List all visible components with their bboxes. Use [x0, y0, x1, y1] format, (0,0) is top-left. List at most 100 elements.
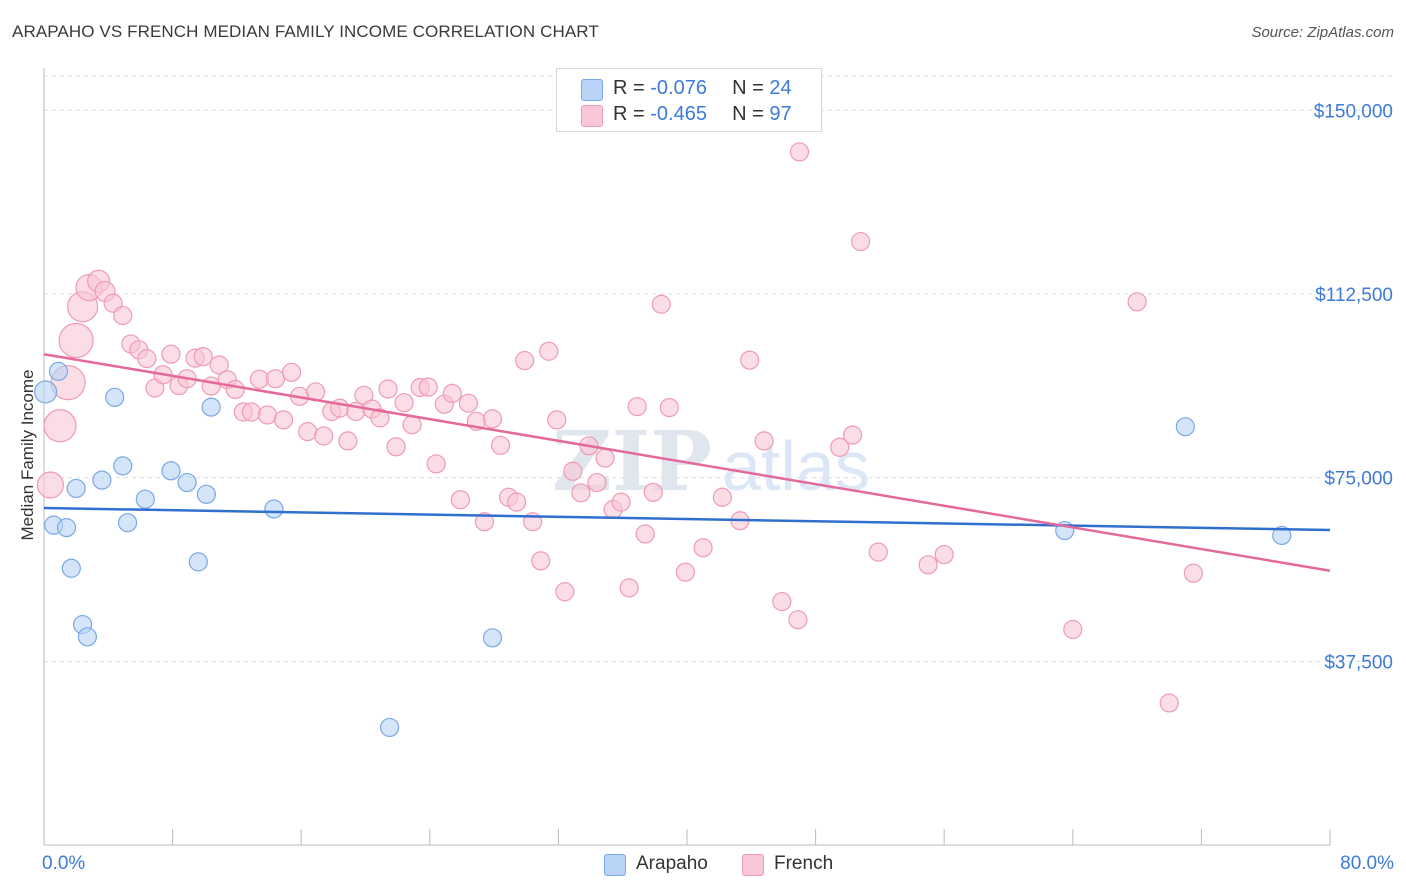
french-point — [1127, 292, 1147, 312]
chart-title: ARAPAHO VS FRENCH MEDIAN FAMILY INCOME C… — [12, 22, 599, 41]
arapaho-r-label: R = — [613, 77, 645, 99]
french-point — [490, 435, 511, 455]
arapaho-point — [117, 513, 138, 533]
y-tick-label: $150,000 — [1314, 101, 1393, 122]
french-point — [241, 402, 261, 422]
french-point — [772, 591, 792, 612]
arapaho-point — [201, 397, 221, 417]
french-r-value: -0.465 — [650, 103, 707, 125]
arapaho-point — [56, 518, 77, 538]
french-point — [619, 578, 639, 598]
y-axis-label: Median Family Income — [18, 369, 37, 541]
french-point — [58, 322, 94, 359]
arapaho-point — [264, 499, 284, 519]
french-legend-swatch — [742, 854, 764, 876]
trend-lines — [43, 352, 1331, 572]
arapaho-point — [105, 387, 125, 407]
arapaho-swatch — [581, 79, 603, 101]
french-point — [595, 448, 615, 468]
french-point — [137, 349, 157, 369]
axes — [43, 68, 1331, 846]
french-point — [209, 355, 229, 375]
arapaho-point — [177, 472, 197, 493]
y-tick-label: $112,500 — [1315, 285, 1393, 306]
arapaho-point — [113, 456, 133, 476]
french-point — [851, 231, 871, 252]
french-point — [394, 393, 414, 413]
french-point — [587, 472, 607, 493]
french-point — [563, 461, 583, 481]
arapaho-point — [77, 627, 98, 647]
french-point — [249, 369, 270, 389]
french-point — [418, 377, 438, 397]
french-point — [458, 393, 478, 413]
french-point — [842, 425, 863, 445]
french-point — [201, 376, 221, 396]
french-point — [507, 492, 527, 512]
arapaho-legend-label: Arapaho — [636, 853, 708, 874]
french-point — [712, 487, 732, 507]
french-point — [36, 471, 65, 499]
arapaho-point — [196, 484, 216, 504]
french-point — [298, 422, 318, 442]
french-point — [635, 524, 655, 544]
french-point — [442, 383, 462, 403]
french-point — [659, 398, 679, 418]
source-label: Source: ZipAtlas.com — [1251, 24, 1394, 41]
french-point — [113, 305, 133, 326]
french-point — [571, 483, 591, 503]
french-point — [934, 544, 954, 565]
french-point — [281, 362, 302, 382]
french-point — [627, 397, 647, 417]
arapaho-point — [1175, 417, 1195, 437]
french-point — [265, 369, 286, 389]
arapaho-point — [135, 489, 155, 509]
french-point — [1063, 619, 1083, 640]
french-point — [675, 562, 695, 582]
arapaho-point — [380, 717, 400, 738]
french-point — [273, 410, 294, 430]
french-point — [474, 512, 495, 532]
french-point — [482, 409, 503, 429]
french-point — [161, 344, 181, 364]
french-point — [43, 409, 77, 443]
arapaho-point — [188, 552, 208, 572]
french-point — [1159, 693, 1179, 713]
french-point — [378, 379, 398, 399]
arapaho-trend-line — [43, 506, 1331, 532]
french-point — [754, 431, 774, 451]
french-trend-line — [43, 352, 1331, 572]
arapaho-point — [161, 461, 181, 481]
arapaho-legend-swatch — [604, 854, 626, 876]
french-point — [1183, 563, 1203, 583]
french-point — [547, 410, 567, 430]
french-point — [830, 437, 850, 457]
french-point — [611, 492, 631, 512]
french-point — [450, 490, 470, 510]
arapaho-point — [48, 361, 69, 381]
arapaho-r-value: -0.076 — [650, 77, 707, 99]
french-point — [789, 142, 810, 162]
french-point — [740, 350, 760, 370]
french-n-label: N = — [732, 103, 764, 125]
x-tick-label-min: 0.0% — [42, 853, 85, 874]
arapaho-point — [34, 380, 58, 404]
french-point — [338, 431, 358, 451]
arapaho-point — [92, 470, 112, 490]
french-point — [651, 294, 671, 314]
french-point — [643, 482, 663, 502]
french-point — [386, 437, 406, 457]
tick-labels: $37,500 $75,000 $112,500 $150,000 0.0% 80.0% — [42, 101, 1394, 874]
arapaho-point — [482, 628, 503, 648]
french-point — [693, 538, 713, 558]
french-point — [225, 379, 245, 400]
french-point — [370, 408, 390, 428]
french-point — [555, 582, 575, 602]
arapaho-point — [61, 558, 81, 578]
arapaho-n-label: N = — [732, 77, 764, 99]
arapaho-point — [66, 478, 86, 499]
french-point — [918, 555, 938, 575]
french-point — [539, 341, 559, 361]
french-point — [515, 350, 535, 371]
french-r-label: R = — [613, 103, 645, 125]
